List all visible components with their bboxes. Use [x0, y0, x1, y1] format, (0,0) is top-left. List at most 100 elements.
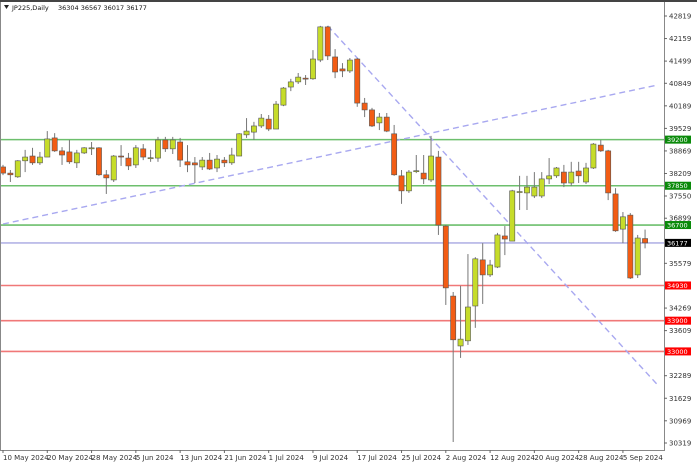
candle-body [457, 338, 464, 347]
candle [450, 291, 457, 442]
candle [376, 112, 383, 131]
candle [398, 170, 405, 204]
candle [354, 57, 361, 107]
candle-body [29, 155, 36, 164]
candle-body [487, 264, 493, 276]
level-price-tag [665, 316, 691, 325]
candle [228, 147, 235, 165]
candle-body [66, 151, 73, 163]
candle-body [236, 133, 243, 157]
candle-body [125, 157, 132, 167]
candle-body [214, 158, 220, 169]
candle [612, 188, 619, 232]
candle-body [118, 155, 124, 158]
candle-body [553, 167, 560, 177]
candle-body [265, 118, 272, 130]
candle-body [184, 161, 191, 166]
x-tick-label: 13 Jun 2024 [180, 454, 223, 462]
candle-body [228, 154, 235, 164]
candle [413, 154, 420, 174]
candle [287, 78, 294, 92]
x-tick-label: 12 Aug 2024 [490, 454, 535, 462]
candle [118, 145, 124, 166]
candle [391, 124, 398, 176]
candle [59, 147, 65, 165]
candle [7, 170, 14, 182]
candle-body [140, 148, 147, 158]
candle [155, 136, 161, 162]
candle [96, 147, 102, 176]
level-price-label: 34930 [667, 282, 688, 290]
candle [317, 25, 324, 63]
dashed-trendline[interactable] [2, 84, 658, 225]
candle [295, 73, 302, 84]
candle-body [162, 139, 169, 150]
y-tick-label: 38209 [669, 170, 691, 178]
level-price-tag [665, 281, 691, 290]
candle-body [0, 166, 6, 174]
triangle-down-icon[interactable] [4, 5, 9, 9]
y-tick-label: 40849 [669, 80, 691, 88]
x-tick-label: 9 Jul 2024 [313, 454, 349, 462]
candle-body [310, 58, 316, 80]
y-tick-label: 42159 [669, 35, 691, 43]
candle [583, 162, 589, 185]
candle [169, 136, 176, 154]
candle-body [36, 156, 43, 164]
y-tick-label: 31629 [669, 395, 691, 403]
candle-body [251, 125, 257, 133]
candle-body [501, 235, 508, 240]
candle-body [405, 171, 412, 192]
candle [405, 170, 412, 193]
candle-body [103, 174, 110, 179]
candle-body [524, 186, 530, 194]
candle [66, 139, 73, 164]
x-tick-label: 5 Sep 2024 [623, 454, 663, 462]
candle [103, 170, 110, 194]
candle-body [44, 138, 51, 158]
y-tick-label: 40189 [669, 102, 691, 110]
candle [627, 213, 634, 279]
candle [642, 229, 648, 249]
candle-body [346, 59, 353, 72]
candle-body [280, 87, 287, 106]
candle-body [428, 155, 434, 181]
candle [361, 97, 368, 118]
candle [516, 175, 523, 210]
candle-body [7, 172, 14, 176]
symbol-timeframe: JP225,Daily [11, 4, 49, 12]
candle [531, 172, 538, 199]
y-tick-label: 30319 [669, 440, 691, 448]
x-tick-label: 21 Jun 2024 [224, 454, 267, 462]
y-tick-label: 35579 [669, 260, 691, 268]
candle-body [243, 130, 250, 136]
dashed-trendline[interactable] [327, 25, 659, 386]
candle-body [110, 155, 117, 181]
candle-body [295, 76, 302, 83]
candle-body [361, 102, 368, 111]
candle [442, 225, 449, 305]
candle-body [339, 68, 346, 72]
candle [553, 166, 560, 178]
candle [22, 149, 29, 173]
x-tick-label: 28 Aug 2024 [579, 454, 624, 462]
candle [428, 135, 434, 182]
candle-body [96, 147, 102, 176]
candle [125, 152, 132, 171]
candle [258, 114, 265, 129]
candle-body [546, 175, 553, 180]
candle-body [634, 237, 641, 276]
candle-body [317, 26, 324, 61]
candle [273, 101, 279, 130]
candle [479, 243, 486, 304]
candle [132, 145, 139, 168]
candle-body [88, 147, 95, 150]
candle [332, 49, 338, 79]
candle-body [177, 141, 184, 161]
candle [634, 234, 641, 278]
level-price-tag [665, 238, 691, 247]
candle-body [479, 259, 486, 276]
